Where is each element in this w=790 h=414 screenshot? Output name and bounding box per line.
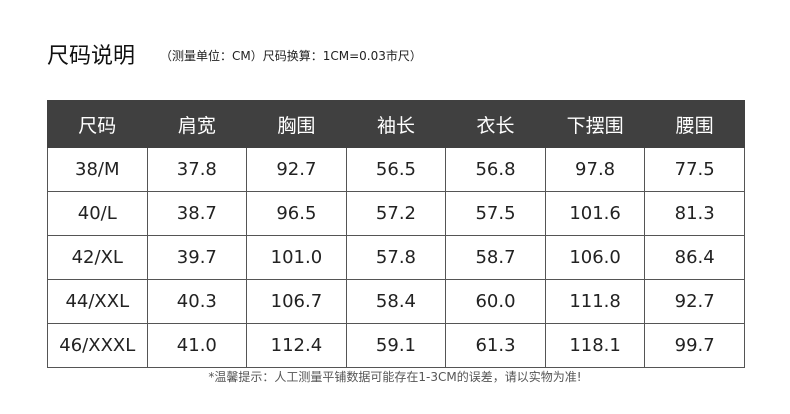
table-cell: 77.5 bbox=[644, 147, 745, 192]
header-cell: 胸围 bbox=[246, 100, 347, 148]
header-cell: 衣长 bbox=[445, 100, 546, 148]
size-table: 尺码 肩宽 胸围 袖长 衣长 下摆围 腰围 38/M 37.8 92.7 56.5 56… bbox=[47, 100, 745, 368]
header-cell: 袖长 bbox=[345, 100, 447, 148]
table-cell: 56.5 bbox=[345, 147, 447, 192]
table-cell: 38.7 bbox=[146, 191, 248, 236]
table-cell: 61.3 bbox=[445, 323, 546, 368]
table-cell: 118.1 bbox=[544, 323, 646, 368]
table-cell: 37.8 bbox=[146, 147, 248, 192]
table-row: 46/XXXL 41.0 112.4 59.1 61.3 118.1 99.7 bbox=[47, 323, 745, 368]
table-cell: 57.2 bbox=[345, 191, 447, 236]
table-cell: 92.7 bbox=[246, 147, 347, 192]
page-title: 尺码说明 bbox=[47, 44, 136, 69]
table-cell: 38/M bbox=[47, 147, 148, 192]
table-cell: 92.7 bbox=[644, 279, 745, 324]
unit-note: （测量单位：CM）尺码换算：1CM=0.03市尺） bbox=[160, 49, 422, 63]
table-cell: 59.1 bbox=[345, 323, 447, 368]
table-cell: 86.4 bbox=[644, 235, 745, 280]
table-cell: 57.8 bbox=[345, 235, 447, 280]
table-cell: 44/XXL bbox=[47, 279, 148, 324]
table-cell: 97.8 bbox=[544, 147, 646, 192]
table-cell: 96.5 bbox=[246, 191, 347, 236]
table-cell: 101.0 bbox=[246, 235, 347, 280]
header-cell: 尺码 bbox=[47, 100, 148, 148]
table-cell: 46/XXXL bbox=[47, 323, 148, 368]
table-cell: 57.5 bbox=[445, 191, 546, 236]
table-cell: 40.3 bbox=[146, 279, 248, 324]
table-row: 44/XXL 40.3 106.7 58.4 60.0 111.8 92.7 bbox=[47, 279, 745, 324]
table-cell: 40/L bbox=[47, 191, 148, 236]
table-cell: 101.6 bbox=[544, 191, 646, 236]
table-cell: 106.0 bbox=[544, 235, 646, 280]
table-header-row: 尺码 肩宽 胸围 袖长 衣长 下摆围 腰围 bbox=[47, 100, 745, 148]
disclaimer-note: *温馨提示：人工测量平铺数据可能存在1-3CM的误差，请以实物为准! bbox=[208, 370, 582, 384]
table-cell: 58.7 bbox=[445, 235, 546, 280]
table-cell: 42/XL bbox=[47, 235, 148, 280]
table-cell: 81.3 bbox=[644, 191, 745, 236]
table-cell: 111.8 bbox=[544, 279, 646, 324]
table-cell: 41.0 bbox=[146, 323, 248, 368]
table-cell: 39.7 bbox=[146, 235, 248, 280]
table-cell: 58.4 bbox=[345, 279, 447, 324]
table-cell: 112.4 bbox=[246, 323, 347, 368]
header-cell: 下摆围 bbox=[544, 100, 646, 148]
table-cell: 106.7 bbox=[246, 279, 347, 324]
table-row: 40/L 38.7 96.5 57.2 57.5 101.6 81.3 bbox=[47, 191, 745, 236]
header-cell: 肩宽 bbox=[146, 100, 248, 148]
table-row: 42/XL 39.7 101.0 57.8 58.7 106.0 86.4 bbox=[47, 235, 745, 280]
table-cell: 56.8 bbox=[445, 147, 546, 192]
header-cell: 腰围 bbox=[644, 100, 745, 148]
table-cell: 60.0 bbox=[445, 279, 546, 324]
table-cell: 99.7 bbox=[644, 323, 745, 368]
table-row: 38/M 37.8 92.7 56.5 56.8 97.8 77.5 bbox=[47, 147, 745, 192]
